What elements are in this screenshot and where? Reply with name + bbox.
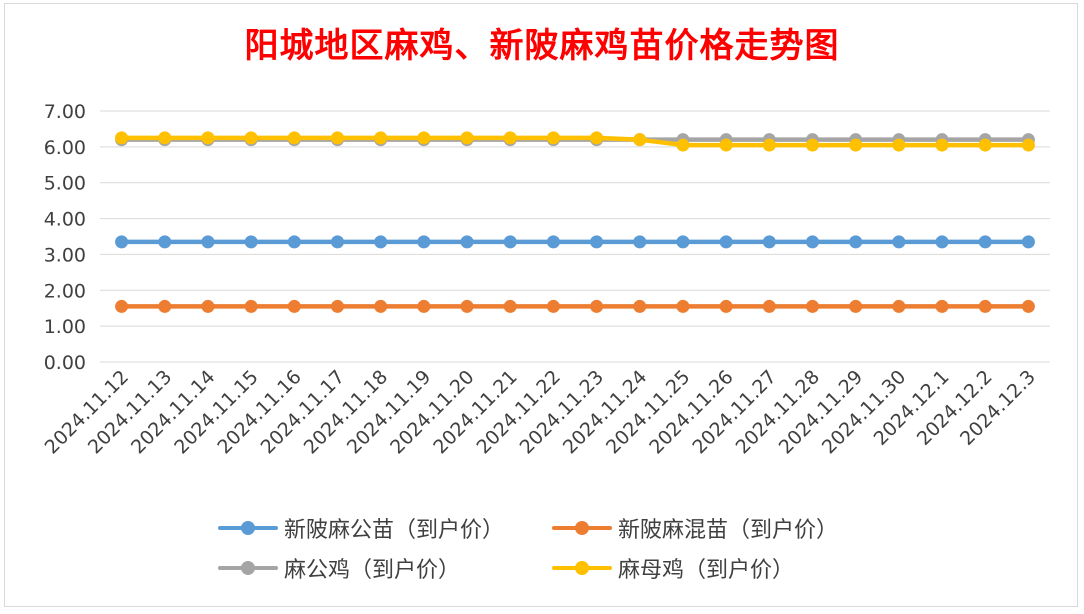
data-point-series-1 [115,299,129,313]
data-point-series-1 [590,299,604,313]
legend-swatch-series-0 [218,518,278,538]
data-point-series-1 [806,299,819,313]
legend-label-series-3: 麻母鸡（到户价） [618,558,795,583]
legend-item-series-2[interactable]: 麻公鸡（到户价） [218,553,460,583]
legend-item-series-3[interactable]: 麻母鸡（到户价） [552,553,794,583]
data-point-series-3 [806,138,819,152]
data-point-series-1 [201,299,215,313]
data-point-series-3 [546,131,560,145]
data-point-series-1 [287,299,301,313]
legend-swatch-series-3 [552,558,612,578]
legend-swatch-series-1 [552,518,612,538]
data-point-series-1 [1021,299,1035,313]
data-point-series-0 [633,235,647,249]
data-point-series-1 [633,299,647,313]
data-point-series-0 [460,235,474,249]
data-point-series-3 [331,131,344,145]
data-point-series-1 [244,299,258,313]
y-tick-label: 5.00 [44,173,86,195]
y-tick-label: 7.00 [44,101,86,123]
data-point-series-3 [503,131,517,145]
data-point-series-0 [806,235,819,249]
data-point-series-0 [115,235,129,249]
y-tick-label: 6.00 [44,137,86,159]
data-point-series-1 [460,299,474,313]
data-point-series-1 [978,299,992,313]
data-point-series-0 [676,235,690,249]
data-point-series-3 [158,131,172,145]
legend-item-series-0[interactable]: 新陂麻公苗（到户价） [218,513,504,543]
data-point-series-1 [892,299,906,313]
data-point-series-0 [158,235,172,249]
data-point-series-3 [676,138,690,152]
data-point-series-0 [892,235,906,249]
data-point-series-0 [287,235,301,249]
data-point-series-3 [633,133,647,147]
data-point-series-0 [244,235,258,249]
data-point-series-0 [849,235,863,249]
legend-label-series-2: 麻公鸡（到户价） [284,558,461,583]
legend-label-series-0: 新陂麻公苗（到户价） [284,518,505,543]
data-point-series-1 [676,299,690,313]
data-point-series-1 [503,299,517,313]
data-point-series-3 [417,131,431,145]
data-point-series-0 [935,235,949,249]
data-point-series-3 [892,138,906,152]
data-point-series-3 [935,138,949,152]
data-point-series-0 [546,235,560,249]
y-tick-label: 3.00 [44,244,86,266]
data-point-series-0 [201,235,215,249]
data-point-series-0 [590,235,604,249]
data-point-series-0 [719,235,733,249]
chart-title: 阳城地区麻鸡、新陂麻鸡苗价格走势图 [244,26,840,66]
data-point-series-1 [374,299,388,313]
y-tick-label: 2.00 [44,280,86,302]
data-point-series-3 [244,131,258,145]
data-point-series-1 [546,299,560,313]
y-tick-label: 4.00 [44,209,86,231]
data-point-series-0 [503,235,517,249]
y-tick-label: 1.00 [44,316,86,338]
legend-label-series-1: 新陂麻混苗（到户价） [618,518,839,543]
legend-swatch-series-2 [218,558,278,578]
data-point-series-0 [978,235,992,249]
data-point-series-0 [374,235,388,249]
series-line-3 [119,135,1031,148]
data-point-series-1 [849,299,863,313]
data-point-series-3 [719,138,733,152]
data-point-series-3 [849,138,863,152]
data-point-series-0 [762,235,776,249]
data-point-series-1 [719,299,733,313]
data-point-series-1 [158,299,172,313]
data-point-series-3 [374,131,388,145]
data-point-series-1 [417,299,431,313]
data-point-series-0 [331,235,344,249]
data-point-series-3 [590,131,604,145]
data-point-series-3 [460,131,474,145]
data-point-series-3 [287,131,301,145]
y-tick-label: 0.00 [44,352,86,374]
data-point-series-3 [978,138,992,152]
data-point-series-0 [1021,235,1035,249]
data-point-series-1 [935,299,949,313]
legend-item-series-1[interactable]: 新陂麻混苗（到户价） [552,513,838,543]
data-point-series-1 [762,299,776,313]
data-point-series-0 [417,235,431,249]
data-point-series-1 [331,299,344,313]
data-point-series-3 [762,138,776,152]
data-point-series-3 [1021,138,1035,152]
data-point-series-3 [115,131,129,145]
data-point-series-3 [201,131,215,145]
